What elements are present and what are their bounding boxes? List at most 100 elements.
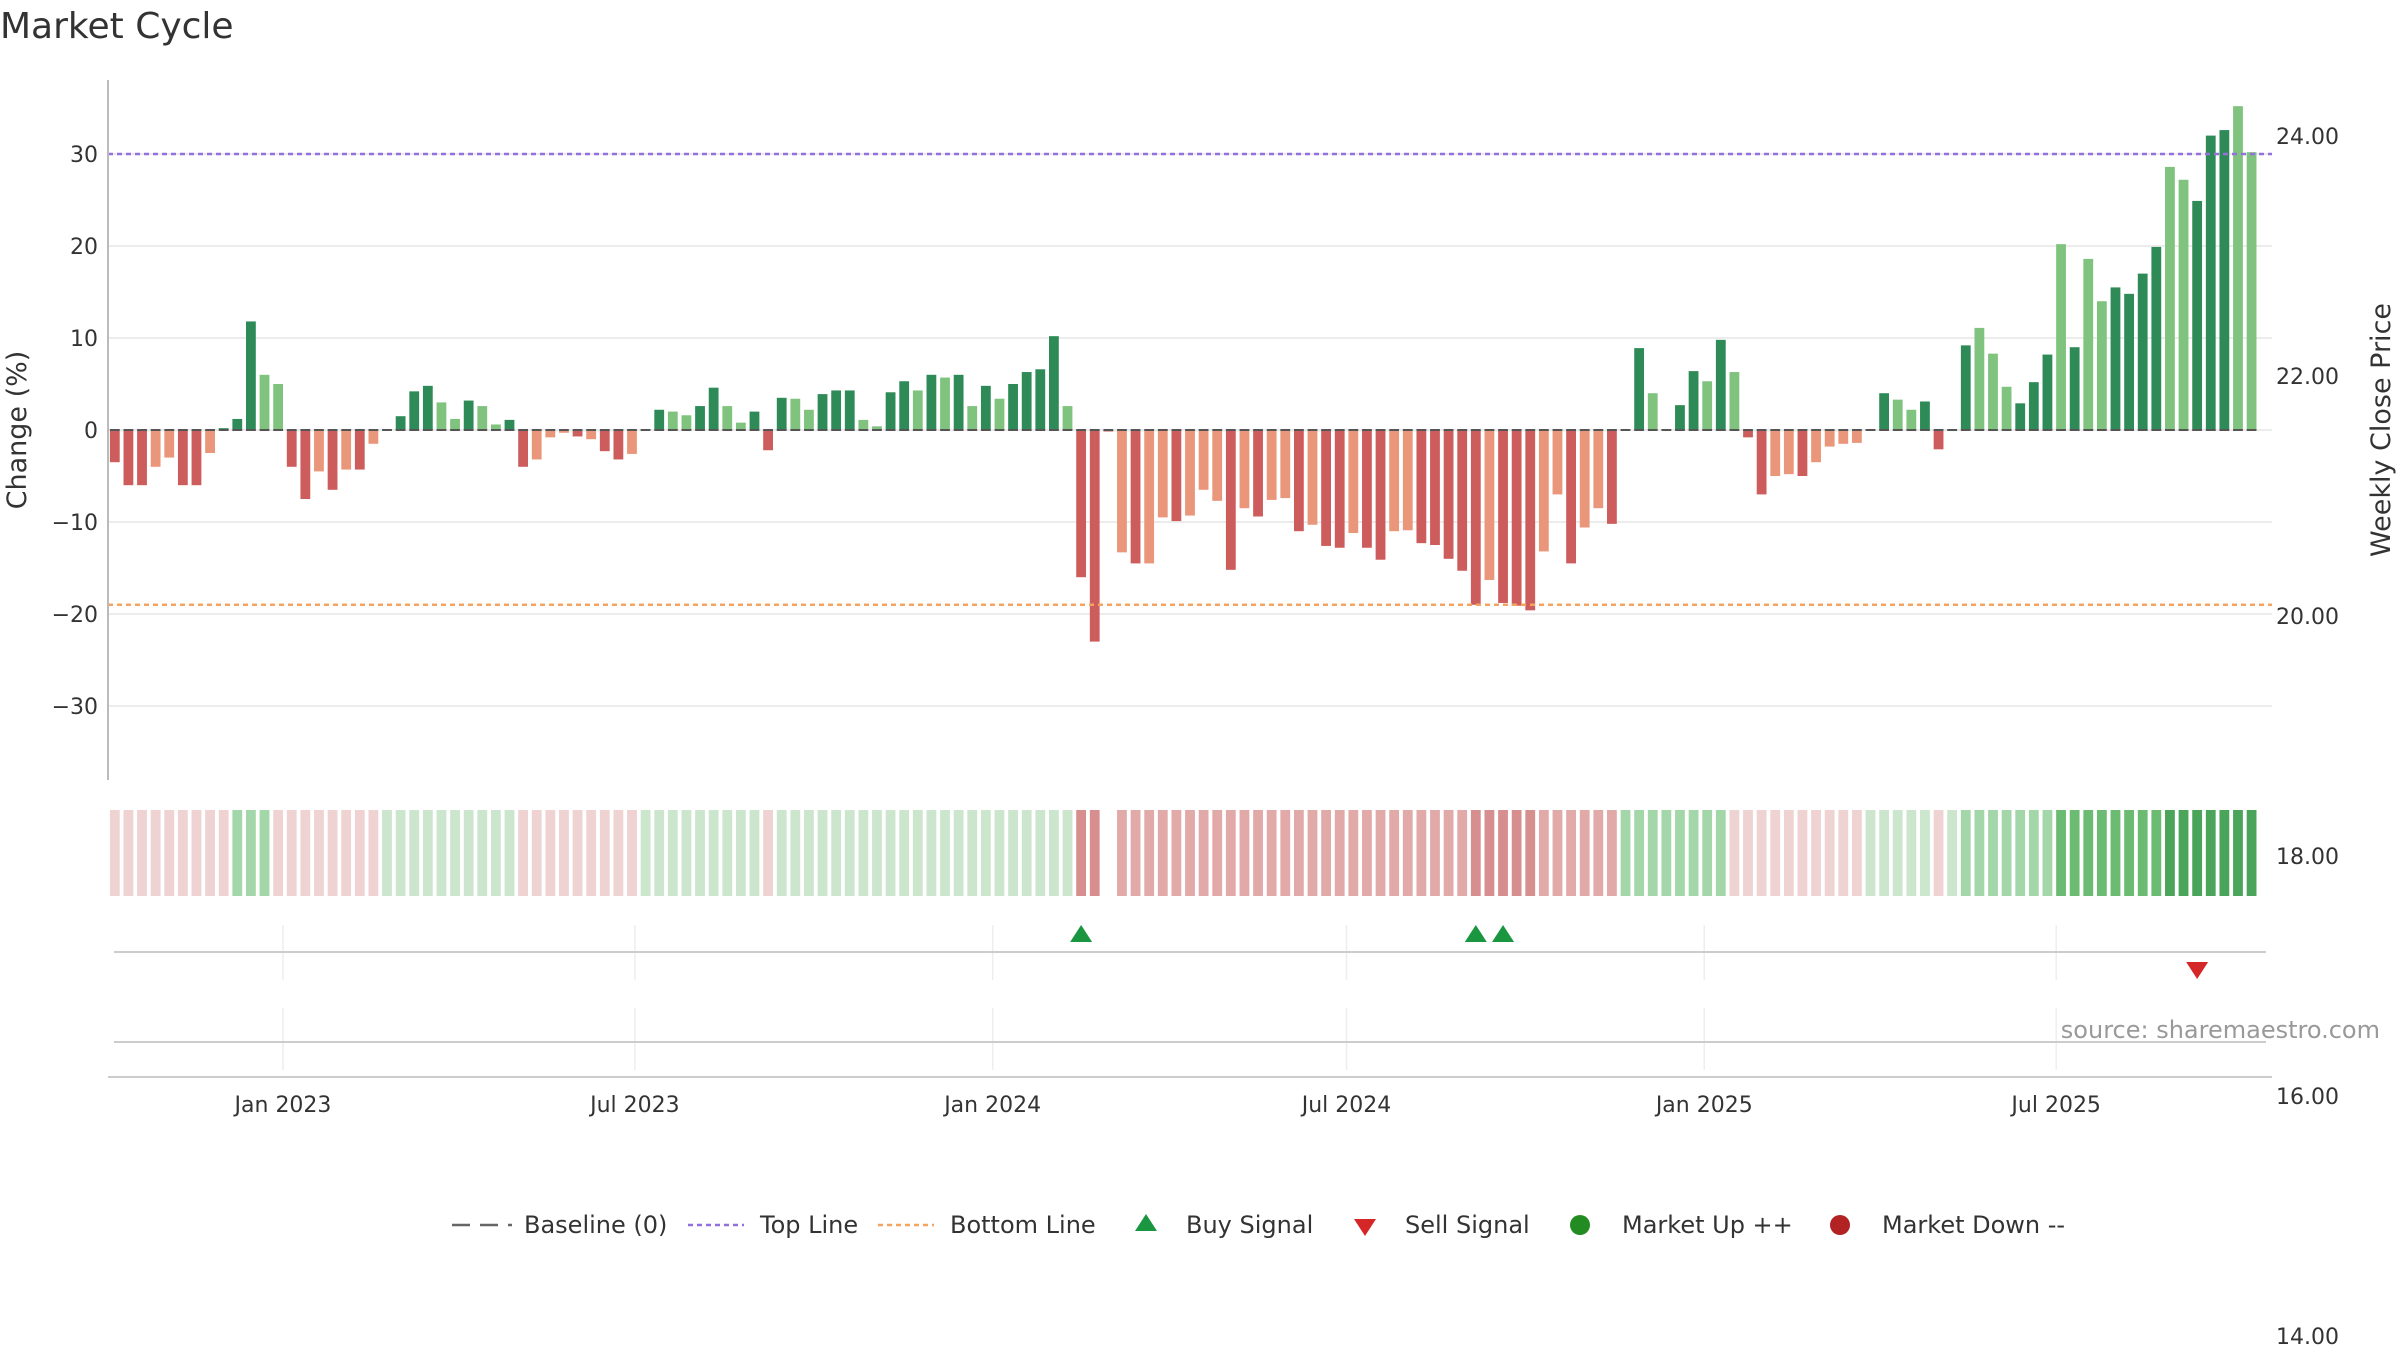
change-bar	[1443, 430, 1454, 559]
market-state-cell	[1634, 810, 1645, 896]
market-state-cell	[1348, 810, 1359, 896]
market-state-cell	[2137, 810, 2148, 896]
change-bar	[2246, 152, 2257, 430]
change-bar	[1484, 430, 1495, 580]
market-state-cell	[2192, 810, 2203, 896]
market-state-cell	[2110, 810, 2121, 896]
market-state-cell	[1525, 810, 1536, 896]
market-state-cell	[1144, 810, 1155, 896]
change-bar	[735, 422, 746, 430]
market-state-cell	[2028, 810, 2039, 896]
change-bar	[1212, 430, 1223, 501]
change-bar	[1076, 430, 1087, 578]
market-state-cell	[191, 810, 202, 896]
change-bar	[899, 381, 910, 430]
change-bar	[790, 398, 801, 430]
change-bar	[1675, 405, 1685, 430]
change-bar	[232, 418, 243, 430]
change-bar	[1253, 430, 1263, 517]
market-state-cell	[1824, 810, 1835, 896]
change-bar	[1144, 430, 1155, 564]
legend-item-sell: Sell Signal	[1354, 1211, 1530, 1239]
change-bar	[1225, 430, 1236, 570]
market-state-cell	[1048, 810, 1059, 896]
change-bar	[844, 390, 855, 430]
change-bar	[1729, 372, 1740, 430]
market-state-cell	[137, 810, 147, 896]
change-bar	[817, 394, 828, 430]
market-state-cell	[1266, 810, 1277, 896]
change-bar	[1702, 381, 1713, 430]
change-bar	[150, 430, 161, 467]
market-state-cell	[1974, 810, 1985, 896]
change-bar	[1498, 430, 1508, 603]
change-bar	[477, 406, 488, 430]
market-state-cell	[2042, 810, 2053, 896]
change-bar	[1334, 430, 1345, 548]
market-state-cell	[1607, 810, 1617, 896]
change-bar	[1430, 430, 1440, 545]
change-bar	[681, 415, 692, 430]
legend-swatch-market-up	[1570, 1215, 1590, 1235]
legend-item-buy: Buy Signal	[1135, 1211, 1313, 1239]
change-bar	[1634, 348, 1645, 430]
legend-item-top: Top Line	[688, 1211, 858, 1239]
y-tick-label-left: −20	[52, 603, 98, 628]
change-bar	[1185, 430, 1195, 516]
y-tick-label-left: 30	[70, 143, 98, 168]
change-bar	[2165, 166, 2175, 430]
market-state-cell	[123, 810, 134, 896]
change-bar	[1389, 430, 1400, 532]
market-state-cell	[1851, 810, 1862, 896]
change-bar	[872, 426, 882, 430]
market-state-cell	[1811, 810, 1821, 896]
gridlines	[108, 153, 2272, 1070]
legend-swatch-sell	[1354, 1219, 1376, 1236]
change-bar	[722, 406, 733, 430]
market-state-cell	[109, 810, 120, 896]
market-state-cell	[1743, 810, 1753, 896]
market-state-cell	[763, 810, 773, 896]
market-state-cell	[1661, 810, 1672, 896]
change-bar	[300, 430, 311, 499]
legend-label: Top Line	[759, 1211, 858, 1239]
market-state-cell	[1225, 810, 1236, 896]
market-state-cell	[776, 810, 787, 896]
legend-label: Market Up ++	[1622, 1211, 1793, 1239]
market-state-cell	[477, 810, 488, 896]
market-state-cell	[1293, 810, 1304, 896]
legend-item-baseline: Baseline (0)	[452, 1211, 667, 1239]
market-state-cell	[395, 810, 406, 896]
change-bar	[368, 430, 379, 444]
change-bar	[1375, 430, 1386, 560]
change-bar	[831, 390, 842, 430]
market-state-cell	[2124, 810, 2134, 896]
market-state-cell	[1797, 810, 1808, 896]
market-state-cell	[2233, 810, 2243, 896]
market-state-cell	[1185, 810, 1195, 896]
change-bar	[654, 409, 665, 430]
market-state-cell	[1498, 810, 1508, 896]
change-bar	[1362, 430, 1372, 548]
market-state-cell	[613, 810, 624, 896]
market-state-cell	[1552, 810, 1563, 896]
change-bar	[708, 387, 719, 430]
market-state-cell	[695, 810, 705, 896]
change-bar	[572, 430, 583, 437]
x-tick-label: Jan 2024	[942, 1093, 1041, 1118]
market-state-cell	[2165, 810, 2175, 896]
legend-item-up: Market Up ++	[1570, 1211, 1793, 1239]
market-state-cell	[790, 810, 801, 896]
market-state-cell	[1579, 810, 1590, 896]
market-state-cell	[749, 810, 760, 896]
market-state-cell	[490, 810, 501, 896]
change-bars	[108, 106, 2272, 642]
y-tick-label-right: 16.00	[2276, 1085, 2339, 1110]
change-bar	[531, 430, 542, 460]
change-bar	[1920, 401, 1930, 430]
source-credit: source: sharemaestro.com	[2061, 1016, 2380, 1044]
change-bar	[667, 411, 678, 430]
market-state-cell	[150, 810, 161, 896]
market-state-cell	[912, 810, 923, 896]
change-bar	[1348, 430, 1359, 534]
